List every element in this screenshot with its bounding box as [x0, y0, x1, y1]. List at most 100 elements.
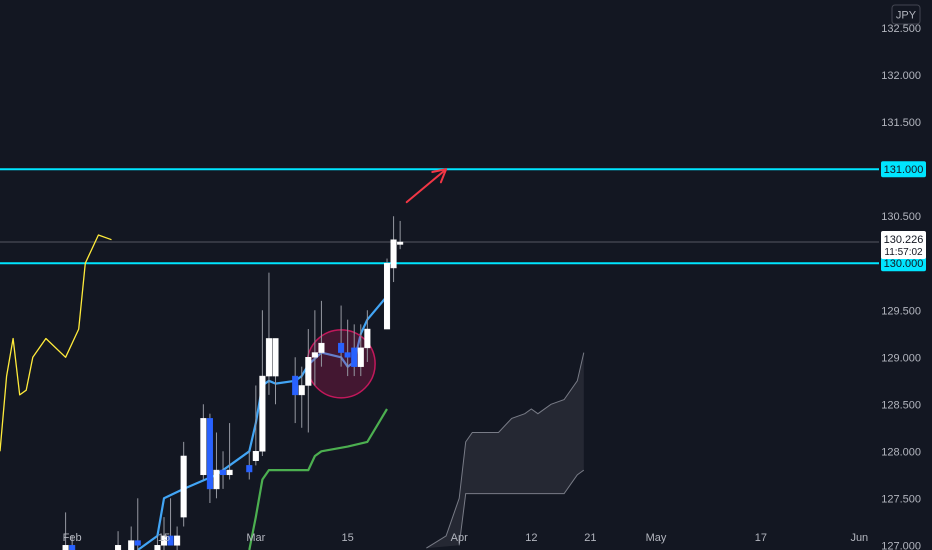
candle-body [206, 418, 213, 490]
y-tick-label: 127.500 [881, 493, 921, 505]
x-tick-label: 15 [342, 532, 354, 544]
y-tick-label: 132.000 [881, 70, 921, 82]
candle-body [180, 455, 187, 518]
candle-body [272, 338, 279, 377]
y-tick-label: 127.000 [881, 540, 921, 550]
candle [134, 498, 141, 550]
candle [259, 310, 266, 456]
candle-body [338, 342, 345, 353]
candle [318, 300, 325, 367]
candle-body [252, 451, 259, 461]
candle-body [344, 352, 351, 358]
candle-body [219, 469, 227, 476]
price-axis[interactable] [879, 0, 932, 550]
cloud-upper-line [426, 352, 585, 549]
candle-body [364, 328, 371, 349]
x-tick-label: 17 [755, 532, 767, 544]
x-tick-label: 15 [158, 532, 170, 544]
x-tick-label: 12 [525, 532, 537, 544]
level-tag-text: 131.000 [884, 164, 924, 176]
x-tick-label: Feb [63, 532, 82, 544]
candle-body [298, 385, 305, 396]
candle [298, 366, 305, 428]
candle-body [318, 342, 325, 353]
current-price-countdown: 11:57:02 [884, 247, 923, 258]
y-tick-label: 131.500 [881, 117, 921, 129]
candle-body [311, 352, 318, 358]
current-price-value: 130.226 [884, 234, 924, 246]
candle [200, 404, 207, 480]
slow-line [248, 408, 388, 550]
candle [397, 220, 404, 250]
candle [246, 451, 253, 480]
candle [219, 451, 227, 489]
candle-body [134, 540, 141, 546]
level-tag-text: 130.000 [884, 258, 924, 270]
level-tag-bg [881, 161, 926, 178]
candle-body [226, 469, 233, 476]
candle-body [213, 469, 220, 490]
candle [160, 517, 168, 550]
ichimoku-cloud [426, 352, 585, 549]
candle [272, 338, 279, 405]
candle-body [390, 239, 397, 269]
price-axis-labels: 127.000 127.500 128.000 128.500 129.000 129.5… [881, 23, 926, 550]
cloud-fill [426, 352, 584, 549]
lagging-line [0, 234, 112, 452]
candle [213, 432, 220, 499]
horizontal-levels[interactable] [0, 168, 879, 265]
candle [364, 310, 371, 362]
arrow-shaft [405, 168, 448, 204]
candle [351, 324, 358, 377]
candle [252, 385, 259, 466]
currency-badge[interactable]: JPY [891, 4, 921, 25]
candle-body [69, 545, 76, 550]
price-axis-background [879, 0, 932, 550]
candle-body [160, 535, 168, 546]
candle-body [265, 338, 272, 377]
candle-body [174, 535, 181, 546]
x-tick-label: 21 [584, 532, 596, 544]
candle [390, 216, 397, 283]
y-tick-label: 129.000 [881, 352, 921, 364]
candle [265, 272, 272, 395]
y-tick-label: 128.000 [881, 446, 921, 458]
x-tick-label: Mar [246, 532, 265, 544]
candle-body [128, 540, 135, 550]
candle-body [397, 241, 404, 245]
candle [383, 258, 391, 330]
y-tick-label: 129.500 [881, 305, 921, 317]
y-tick-label: 132.500 [881, 23, 921, 35]
candle-body [115, 545, 122, 550]
currency-badge-frame [891, 4, 921, 25]
trend-arrow [405, 168, 448, 204]
candle-body [292, 375, 299, 396]
arrow-head [431, 168, 448, 184]
current-tag-bg [881, 231, 926, 259]
candle [167, 498, 174, 546]
candle-body [305, 357, 312, 386]
x-tick-label: May [646, 532, 667, 544]
candle [206, 413, 213, 503]
candle [174, 526, 181, 550]
candle-body [357, 347, 364, 367]
candle [344, 319, 351, 377]
time-axis[interactable]: Feb 15 Mar 15 Apr 12 21 May 17 Jun [63, 532, 869, 544]
candle-body [383, 262, 391, 330]
candle [69, 535, 76, 550]
candle-body [62, 545, 69, 550]
level-tag-bg [881, 255, 926, 272]
candle-body [167, 535, 174, 546]
y-tick-label: 128.500 [881, 399, 921, 411]
candle [357, 324, 364, 377]
currency-label: JPY [896, 10, 917, 22]
cloud-lower-line [458, 469, 585, 546]
candle [128, 526, 135, 550]
candle-body [246, 465, 253, 473]
y-tick-label: 130.500 [881, 211, 921, 223]
level-price-tag: 131.000 [881, 161, 926, 178]
candle-body [259, 375, 266, 452]
candle-body [200, 418, 207, 476]
